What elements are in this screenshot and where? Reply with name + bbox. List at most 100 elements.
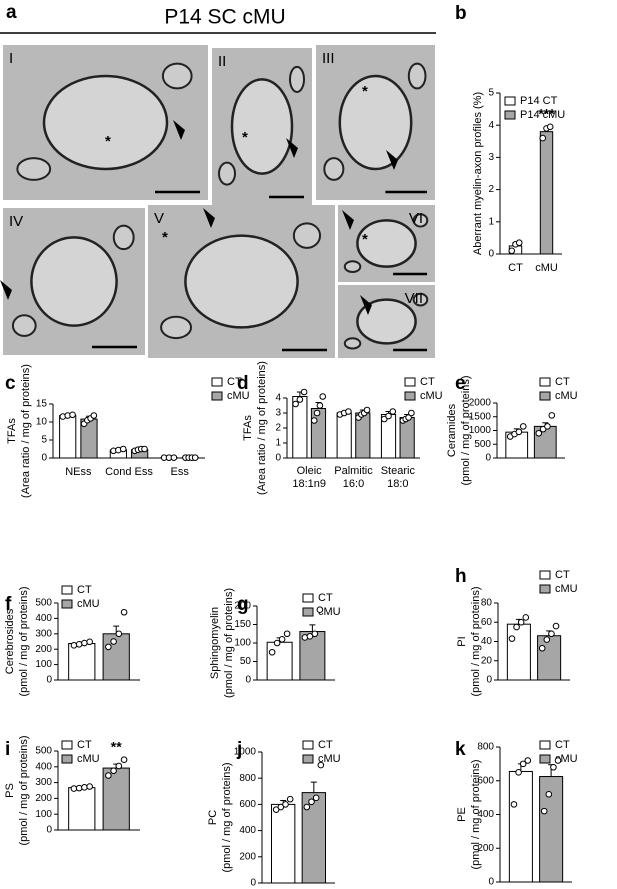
micrograph-fiber (112, 224, 135, 251)
bar (68, 643, 96, 681)
panel-letter: c (5, 373, 16, 394)
panel-letter: b (455, 3, 467, 24)
legend-label: CT (318, 739, 333, 751)
data-point (515, 769, 522, 776)
image-label: V (154, 210, 164, 227)
y-axis-label: Ceramides (446, 403, 458, 457)
micrograph-fiber (323, 157, 345, 181)
y-tick-label: 100 (35, 809, 52, 820)
data-point (90, 412, 98, 419)
asterisk: * (105, 133, 111, 150)
micrograph-fiber (161, 62, 193, 90)
y-tick-label: 300 (35, 628, 52, 639)
image-label: II (218, 53, 226, 70)
data-point (303, 803, 311, 811)
data-point (517, 618, 525, 626)
y-axis-label: (Area ratio / mg of proteins) (20, 364, 32, 498)
data-point (306, 633, 314, 640)
y-tick-label: 100 (35, 659, 52, 670)
data-point (70, 642, 78, 649)
panel-letter: i (5, 739, 10, 760)
legend-label: cMU (555, 390, 578, 402)
y-axis-label: Cerebrosides (4, 608, 16, 674)
data-point (105, 643, 112, 651)
data-point (286, 795, 294, 803)
x-tick-label: 18:1n9 (292, 478, 326, 490)
data-point (522, 614, 530, 621)
data-point (548, 630, 555, 638)
data-point (508, 635, 516, 642)
y-tick-label: 0 (488, 877, 494, 888)
legend-label: CT (77, 584, 92, 596)
y-tick-label: 200 (35, 644, 52, 655)
y-tick-label: 600 (239, 799, 256, 810)
micrograph-lumen (30, 236, 118, 327)
data-point (273, 639, 281, 647)
y-tick-label: 5 (41, 435, 47, 446)
x-tick-label: cMU (535, 262, 558, 274)
y-axis-label: Aberrant myelin-axon profiles (%) (472, 92, 484, 255)
y-tick-label: 500 (35, 746, 52, 757)
data-point (524, 757, 532, 764)
data-point (313, 409, 321, 417)
y-tick-label: 0 (41, 453, 47, 464)
data-point (75, 784, 83, 792)
arrowhead (203, 208, 215, 228)
y-tick-label: 20 (481, 655, 493, 666)
data-point (312, 794, 320, 802)
data-point (316, 606, 324, 614)
micrograph-lumen (356, 298, 417, 345)
data-point (319, 393, 327, 400)
arrowhead (0, 280, 12, 300)
data-point (105, 772, 112, 779)
y-tick-label: 300 (35, 777, 52, 788)
legend-label: cMU (77, 753, 100, 765)
data-point (519, 423, 527, 430)
y-axis-label: (pmol / mg of proteins) (18, 586, 30, 696)
legend-swatch (539, 391, 551, 401)
legend-swatch (539, 377, 551, 387)
data-point (308, 798, 315, 806)
y-tick-label: 15 (36, 399, 48, 410)
y-tick-label: 0 (275, 453, 281, 464)
data-point (311, 630, 319, 638)
y-tick-label: 10 (36, 417, 48, 428)
image-label: IV (9, 213, 23, 230)
data-point (515, 428, 523, 436)
y-tick-label: 0 (250, 878, 256, 889)
arrowhead (360, 295, 372, 315)
data-point (540, 807, 548, 815)
x-tick-label: 16:0 (343, 478, 364, 490)
y-tick-label: 5 (488, 88, 494, 99)
legend-swatch (302, 607, 314, 617)
panel-letter: a (6, 2, 17, 23)
data-point (120, 756, 128, 763)
panel-letter: d (237, 373, 249, 394)
legend-label: CT (555, 569, 570, 581)
y-axis-label: TFAs (242, 415, 254, 441)
legend-swatch (302, 754, 314, 764)
data-point (552, 622, 560, 630)
y-tick-label: 400 (35, 613, 52, 624)
y-tick-label: 50 (240, 656, 252, 667)
y-tick-label: 100 (234, 638, 251, 649)
legend-swatch (211, 377, 223, 387)
data-point (363, 406, 371, 414)
panel-letter: e (455, 373, 466, 394)
y-axis-label: (pmol / mg of proteins) (470, 759, 482, 869)
y-tick-label: 1 (488, 216, 494, 227)
data-point (550, 763, 557, 771)
legend-swatch (404, 377, 416, 387)
legend-swatch (539, 740, 551, 750)
y-tick-label: 200 (35, 793, 52, 804)
micrograph-fiber (412, 213, 429, 228)
image-label: VII (405, 290, 423, 307)
panel-letter: k (455, 739, 466, 760)
micrograph-lumen (356, 219, 417, 268)
y-tick-label: 2 (488, 184, 494, 195)
data-point (548, 412, 556, 419)
data-point (385, 412, 392, 420)
y-tick-label: 400 (35, 761, 52, 772)
legend-swatch (504, 96, 516, 106)
